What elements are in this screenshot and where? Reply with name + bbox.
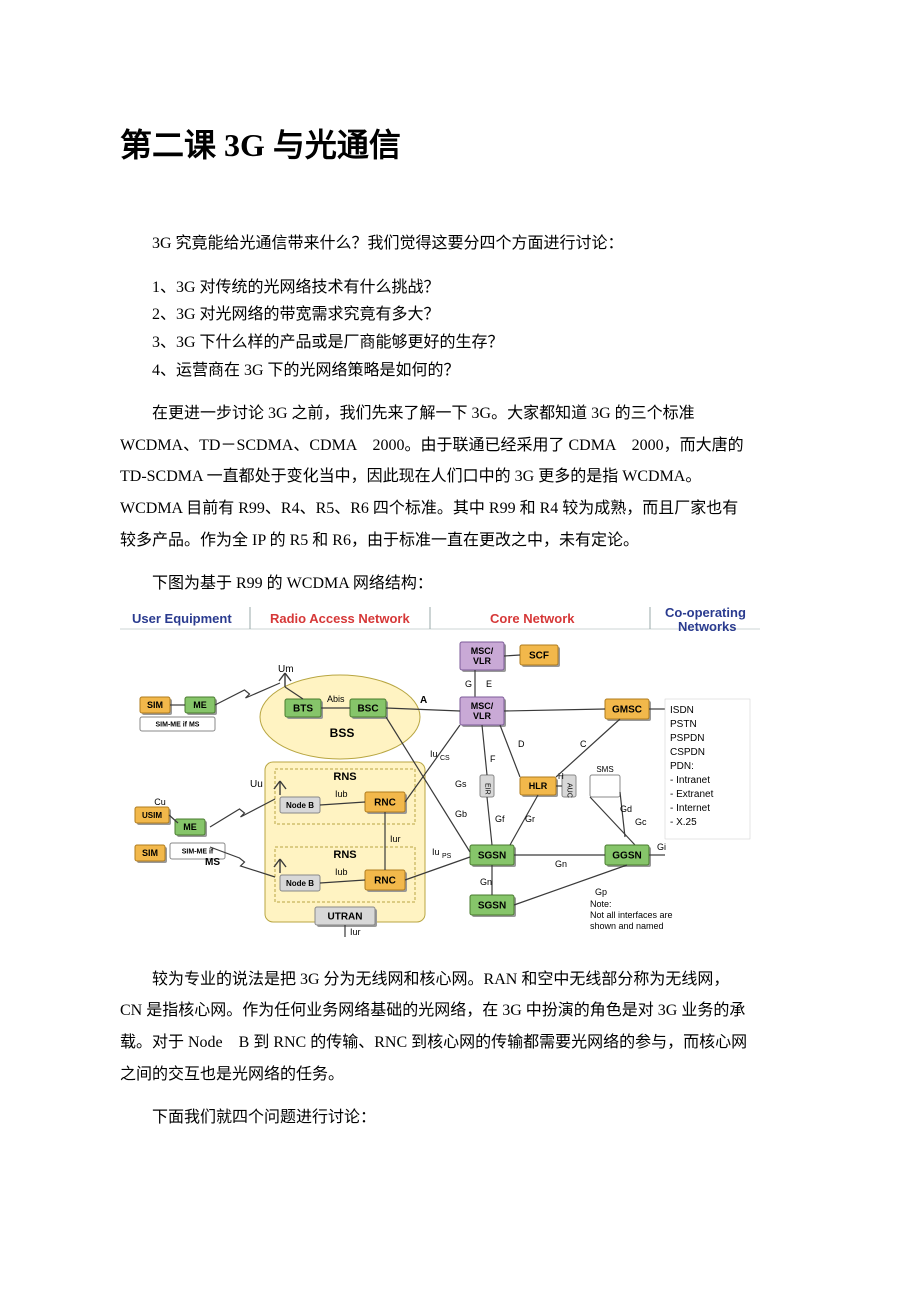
svg-text:PDN:: PDN:	[670, 761, 694, 772]
svg-text:RNC: RNC	[374, 875, 396, 886]
wcdma-diagram: User Equipment Radio Access Network Core N…	[120, 607, 800, 947]
explanation-paragraph: 较为专业的说法是把 3G 分为无线网和核心网。RAN 和空中无线部分称为无线网，…	[120, 967, 800, 1087]
svg-text:ME: ME	[193, 700, 207, 710]
questions-list: 1、3G 对传统的光网络技术有什么挑战？ 2、3G 对光网络的带宽需求究竟有多大…	[120, 275, 800, 383]
svg-text:Gp: Gp	[595, 887, 607, 897]
svg-text:GMSC: GMSC	[612, 704, 642, 715]
page-title: 第二课 3G 与光通信	[120, 120, 800, 171]
question-1: 1、3G 对传统的光网络技术有什么挑战？	[120, 275, 800, 301]
svg-text:Not all interfaces are: Not all interfaces are	[590, 910, 673, 920]
svg-text:Um: Um	[278, 664, 294, 675]
para3-line3: 载。对于 Node B 到 RNC 的传输、RNC 到核心网的传输都需要光网络的…	[120, 1030, 800, 1056]
background-paragraph: 在更进一步讨论 3G 之前，我们先来了解一下 3G。大家都知道 3G 的三个标准…	[120, 401, 800, 553]
intro-paragraph: 3G 究竟能给光通信带来什么？我们觉得这要分四个方面进行讨论：	[120, 231, 800, 257]
svg-text:Gr: Gr	[525, 814, 535, 824]
para2-line4: WCDMA 目前有 R99、R4、R5、R6 四个标准。其中 R99 和 R4 …	[120, 496, 800, 522]
question-4: 4、运营商在 3G 下的光网络策略是如何的？	[120, 358, 800, 384]
svg-text:SIM: SIM	[142, 848, 158, 858]
svg-text:Cu: Cu	[154, 797, 166, 807]
svg-text:RNS: RNS	[333, 849, 356, 861]
svg-text:GGSN: GGSN	[612, 850, 641, 861]
para3-line1: 较为专业的说法是把 3G 分为无线网和核心网。RAN 和空中无线部分称为无线网，	[120, 967, 800, 993]
svg-text:Gb: Gb	[455, 809, 467, 819]
svg-text:VLR: VLR	[473, 656, 492, 666]
svg-text:USIM: USIM	[142, 811, 162, 820]
svg-text:SCF: SCF	[529, 650, 549, 661]
svg-text:- Intranet: - Intranet	[670, 775, 710, 786]
svg-text:Note:: Note:	[590, 899, 612, 909]
svg-text:SMS: SMS	[596, 765, 613, 774]
svg-text:Gf: Gf	[495, 814, 505, 824]
para2-line1: 在更进一步讨论 3G 之前，我们先来了解一下 3G。大家都知道 3G 的三个标准	[120, 401, 800, 427]
svg-text:SIM-ME if: SIM-ME if	[182, 848, 214, 855]
svg-text:Iub: Iub	[335, 789, 348, 799]
svg-text:Gi: Gi	[657, 842, 666, 852]
svg-text:VLR: VLR	[473, 711, 492, 721]
svg-text:CS: CS	[440, 755, 450, 762]
svg-text:Iu: Iu	[432, 847, 440, 857]
svg-text:- Extranet: - Extranet	[670, 789, 714, 800]
svg-text:BSS: BSS	[330, 726, 355, 740]
svg-text:G: G	[465, 679, 472, 689]
para3-line4: 之间的交互也是光网络的任务。	[120, 1062, 800, 1088]
svg-text:C: C	[580, 739, 587, 749]
svg-text:PSTN: PSTN	[670, 719, 697, 730]
svg-text:Networks: Networks	[678, 619, 737, 634]
discussion-lead: 下面我们就四个问题进行讨论：	[120, 1105, 800, 1131]
svg-text:Node B: Node B	[286, 879, 314, 888]
svg-text:Gc: Gc	[635, 817, 647, 827]
svg-text:MS: MS	[205, 857, 220, 868]
svg-text:H: H	[558, 772, 564, 781]
question-3: 3、3G 下什么样的产品或是厂商能够更好的生存？	[120, 330, 800, 356]
svg-text:shown and named: shown and named	[590, 921, 664, 931]
svg-text:Uu: Uu	[250, 779, 263, 790]
para3-line2: CN 是指核心网。作为任何业务网络基础的光网络，在 3G 中扮演的角色是对 3G…	[120, 998, 800, 1024]
svg-text:Iu: Iu	[430, 749, 438, 759]
svg-text:Iur: Iur	[390, 834, 401, 844]
svg-text:D: D	[518, 739, 525, 749]
svg-text:F: F	[490, 754, 496, 764]
svg-text:Iub: Iub	[335, 867, 348, 877]
svg-text:User Equipment: User Equipment	[132, 611, 232, 626]
svg-text:Radio Access Network: Radio Access Network	[270, 611, 410, 626]
svg-text:Gd: Gd	[620, 804, 632, 814]
network-diagram-svg: User Equipment Radio Access Network Core N…	[120, 607, 760, 947]
para2-line3: TD-SCDMA 一直都处于变化当中，因此现在人们口中的 3G 更多的是指 WC…	[120, 464, 800, 490]
svg-text:BSC: BSC	[357, 703, 378, 714]
svg-text:AUC: AUC	[566, 783, 573, 798]
svg-text:RNS: RNS	[333, 771, 356, 783]
svg-text:ME: ME	[183, 822, 197, 832]
svg-text:Core Network: Core Network	[490, 611, 575, 626]
para2-line5: 较多产品。作为全 IP 的 R5 和 R6，由于标准一直在更改之中，未有定论。	[120, 528, 800, 554]
svg-text:UTRAN: UTRAN	[328, 911, 363, 922]
svg-text:Node B: Node B	[286, 801, 314, 810]
svg-text:Gs: Gs	[455, 779, 467, 789]
svg-text:A: A	[420, 695, 427, 706]
svg-text:- Internet: - Internet	[670, 803, 710, 814]
svg-text:SGSN: SGSN	[478, 900, 506, 911]
svg-text:Gn: Gn	[480, 877, 492, 887]
svg-text:SGSN: SGSN	[478, 850, 506, 861]
svg-text:RNC: RNC	[374, 797, 396, 808]
svg-text:BTS: BTS	[293, 703, 313, 714]
para2-line2: WCDMA、TD－SCDMA、CDMA 2000。由于联通已经采用了 CDMA …	[120, 433, 800, 459]
svg-text:SIM: SIM	[147, 700, 163, 710]
diagram-caption: 下图为基于 R99 的 WCDMA 网络结构：	[120, 571, 800, 597]
svg-text:- X.25: - X.25	[670, 817, 697, 828]
question-2: 2、3G 对光网络的带宽需求究竟有多大？	[120, 302, 800, 328]
svg-text:MSC/: MSC/	[471, 646, 494, 656]
svg-text:SIM-ME if MS: SIM-ME if MS	[156, 721, 200, 728]
document-page: 第二课 3G 与光通信 3G 究竟能给光通信带来什么？我们觉得这要分四个方面进行…	[0, 0, 920, 1302]
svg-text:EIR: EIR	[484, 783, 491, 795]
svg-text:Gn: Gn	[555, 859, 567, 869]
svg-text:MSC/: MSC/	[471, 701, 494, 711]
svg-text:CSPDN: CSPDN	[670, 747, 705, 758]
svg-text:ISDN: ISDN	[670, 705, 694, 716]
svg-text:PSPDN: PSPDN	[670, 733, 704, 744]
svg-text:PS: PS	[442, 853, 452, 860]
svg-text:Iur: Iur	[350, 927, 361, 937]
svg-text:HLR: HLR	[529, 781, 548, 791]
svg-text:Abis: Abis	[327, 694, 345, 704]
svg-text:E: E	[486, 679, 492, 689]
